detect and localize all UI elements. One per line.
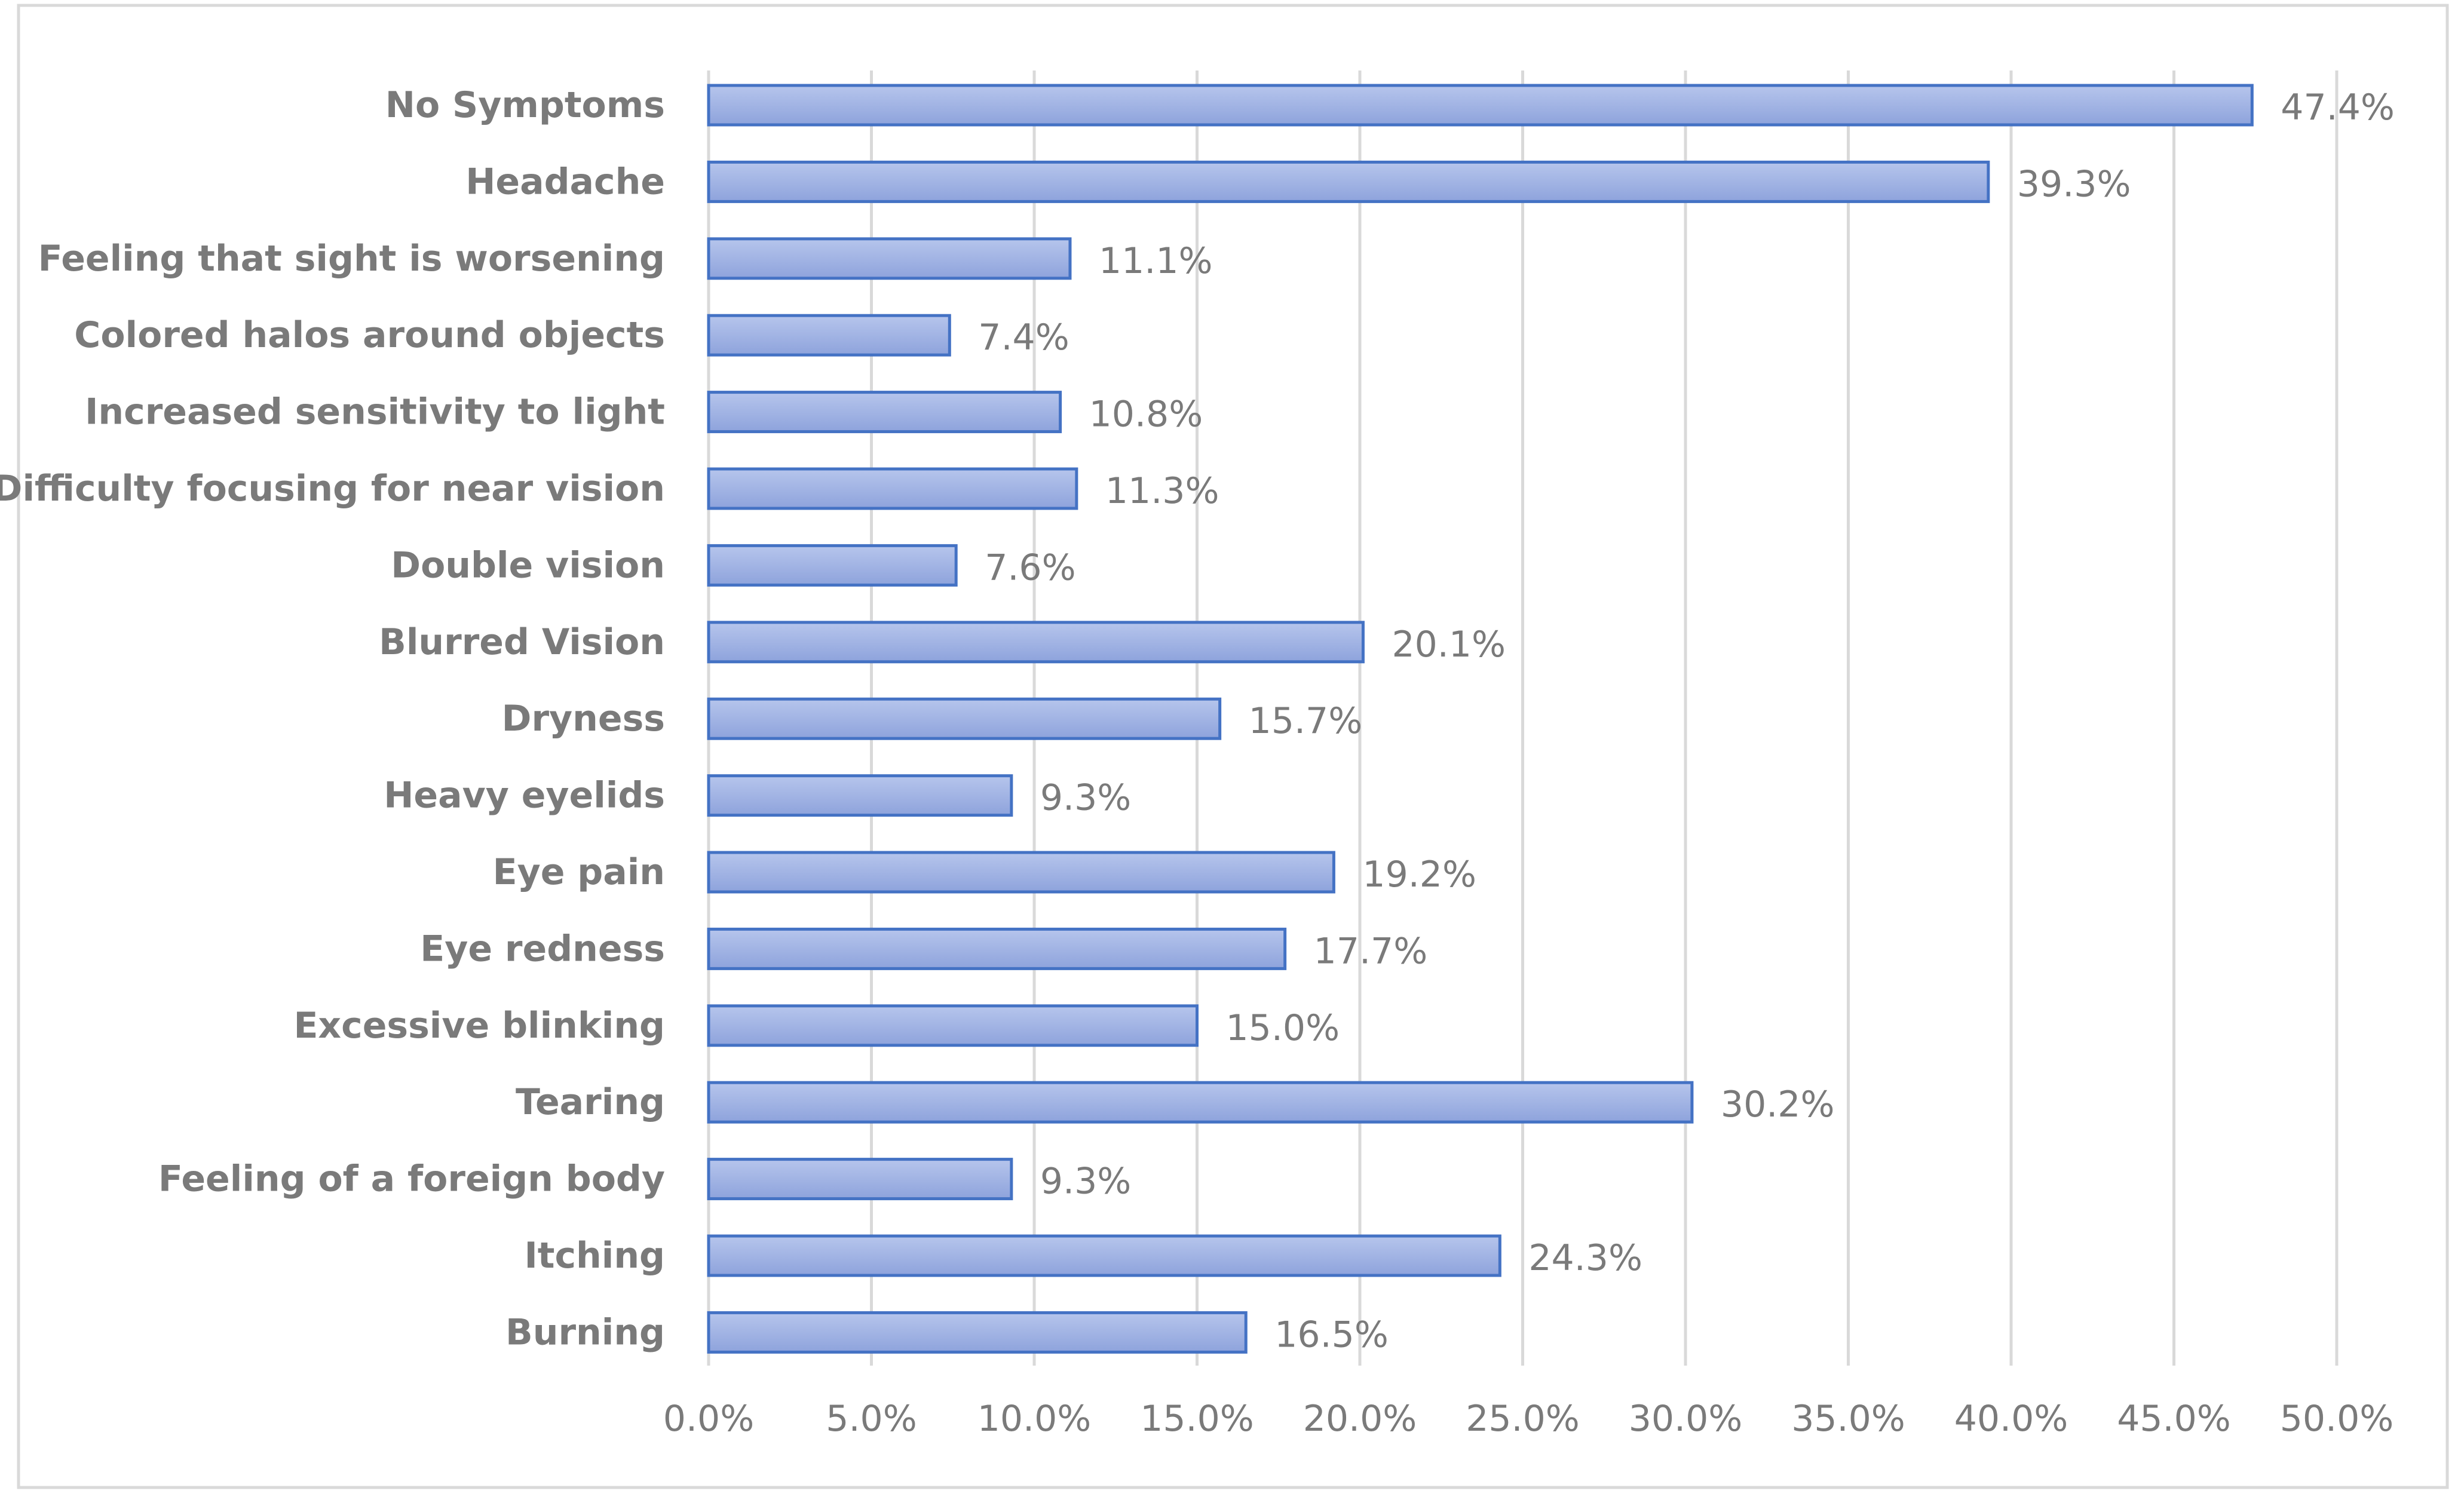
data-label: 17.7%	[1314, 930, 1428, 972]
x-tick-label: 50.0%	[2280, 1398, 2394, 1440]
x-tick-label: 35.0%	[1791, 1398, 1905, 1440]
bar	[707, 160, 1990, 203]
data-label: 19.2%	[1362, 854, 1476, 895]
bar	[707, 544, 958, 587]
bar	[707, 467, 1078, 510]
data-label: 24.3%	[1528, 1237, 1642, 1279]
category-label: No Symptoms	[385, 84, 665, 126]
category-label: Heavy eyelids	[384, 775, 665, 817]
bar	[707, 851, 1335, 894]
data-label: 16.5%	[1274, 1314, 1389, 1355]
data-label: 10.8%	[1089, 394, 1203, 435]
bar	[707, 1081, 1694, 1124]
category-label: Eye pain	[493, 851, 665, 893]
category-label: Feeling that sight is worsening	[38, 238, 665, 280]
data-label: 7.6%	[985, 547, 1075, 588]
data-label: 9.3%	[1040, 1161, 1131, 1203]
value-labels: 47.4% 39.3% 11.1% 7.4% 10.8% 11.3% 7.6% 20.1% 15…	[978, 87, 2395, 1355]
bar	[707, 1158, 1013, 1201]
x-tick-label: 30.0%	[1629, 1398, 1743, 1440]
bar	[707, 621, 1365, 664]
x-tick-label: 25.0%	[1466, 1398, 1580, 1440]
category-label: Feeling of a foreign body	[158, 1158, 665, 1200]
category-label: Increased sensitivity to light	[85, 391, 665, 433]
data-label: 11.3%	[1105, 470, 1219, 512]
data-label: 30.2%	[1721, 1084, 1835, 1125]
category-label: Headache	[465, 161, 665, 203]
category-label: Excessive blinking	[293, 1005, 665, 1047]
bar	[707, 1234, 1501, 1277]
category-label: Double vision	[391, 544, 665, 586]
category-label: Itching	[524, 1235, 665, 1277]
gridlines	[707, 70, 2339, 1366]
bar	[707, 774, 1013, 817]
x-axis-tick-labels: 0.0% 5.0% 10.0% 15.0% 20.0% 25.0% 30.0% 35.0% 40…	[663, 1398, 2394, 1440]
category-labels: No Symptoms Headache Feeling that sight is…	[0, 84, 665, 1353]
bar	[707, 927, 1287, 970]
x-tick-label: 40.0%	[1954, 1398, 2068, 1440]
data-label: 39.3%	[2017, 163, 2131, 205]
bar	[707, 697, 1222, 740]
data-label: 15.0%	[1226, 1007, 1340, 1049]
data-label: 47.4%	[2281, 87, 2395, 128]
bars	[707, 84, 2254, 1354]
category-label: Difficulty focusing for near vision	[0, 468, 665, 510]
bar	[707, 1004, 1199, 1047]
bar	[707, 237, 1072, 280]
x-tick-label: 15.0%	[1140, 1398, 1254, 1440]
bar	[707, 314, 951, 357]
category-label: Eye redness	[420, 928, 665, 970]
category-label: Blurred Vision	[379, 621, 665, 663]
x-tick-label: 0.0%	[663, 1398, 754, 1440]
x-tick-label: 45.0%	[2117, 1398, 2231, 1440]
x-tick-label: 5.0%	[826, 1398, 917, 1440]
x-tick-label: 20.0%	[1303, 1398, 1417, 1440]
bar	[707, 84, 2254, 127]
category-label: Burning	[505, 1311, 665, 1353]
data-label: 9.3%	[1040, 777, 1131, 819]
category-label: Tearing	[516, 1081, 665, 1123]
data-label: 20.1%	[1392, 624, 1506, 665]
data-label: 15.7%	[1249, 700, 1363, 742]
bar	[707, 391, 1062, 434]
bar	[707, 1311, 1248, 1354]
category-label: Dryness	[502, 698, 665, 740]
x-tick-label: 10.0%	[977, 1398, 1092, 1440]
category-label: Colored halos around objects	[74, 314, 665, 356]
data-label: 11.1%	[1099, 240, 1213, 282]
data-label: 7.4%	[978, 317, 1069, 358]
